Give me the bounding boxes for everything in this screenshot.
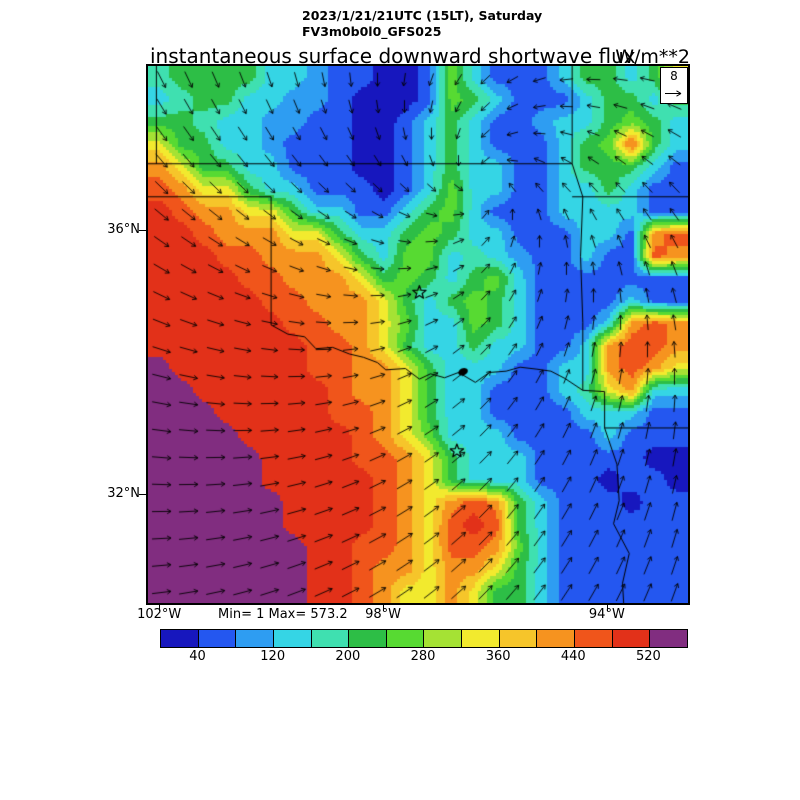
minmax-label: Min= 1 Max= 573.2 <box>218 607 348 622</box>
lon-tick <box>383 605 385 611</box>
colorbar-segment-6 <box>385 630 424 647</box>
colorbar-segment-3 <box>272 630 311 647</box>
weather-map-canvas <box>148 66 688 603</box>
wind-reference-arrow-icon <box>665 90 682 97</box>
colorbar-segment-8 <box>461 630 499 647</box>
colorbar-segment-0 <box>161 630 198 647</box>
wind-reference-value: 8 <box>670 69 678 83</box>
colorbar-tick-label: 440 <box>560 649 586 664</box>
colorbar-tick-label: 520 <box>636 649 661 664</box>
lon-tick-label: 98°W <box>365 607 401 622</box>
colorbar-segment-9 <box>498 630 537 647</box>
lat-tick <box>139 229 146 231</box>
colorbar-segment-11 <box>574 630 612 647</box>
lon-tick-label: 102°W <box>137 607 182 622</box>
colorbar-segment-10 <box>536 630 575 647</box>
colorbar-segment-7 <box>423 630 462 647</box>
colorbar-segment-4 <box>310 630 349 647</box>
lat-tick-label: 32°N <box>107 486 140 501</box>
map-frame <box>146 64 690 605</box>
lat-tick <box>139 494 146 495</box>
model-heading: FV3m0b0l0_GFS025 <box>302 24 442 39</box>
colorbar-tick-label: 200 <box>335 649 361 664</box>
colorbar <box>160 629 688 648</box>
lat-tick-label: 36°N <box>107 221 140 237</box>
colorbar-tick-label: 280 <box>410 649 436 664</box>
colorbar-tick-label: 40 <box>189 649 206 664</box>
colorbar-segment-1 <box>197 630 236 647</box>
colorbar-tick-label: 120 <box>260 649 286 664</box>
wind-reference-box: 8 <box>660 67 688 104</box>
lon-tick <box>159 605 161 611</box>
datetime-heading: 2023/1/21/21UTC (15LT), Saturday <box>302 8 543 23</box>
lon-tick-label: 94°W <box>588 607 625 622</box>
lon-tick <box>606 605 608 611</box>
colorbar-tick-label: 360 <box>485 649 511 664</box>
colorbar-segment-13 <box>649 630 687 647</box>
units-label: W/m**2 <box>615 46 690 68</box>
colorbar-segment-5 <box>348 630 386 647</box>
colorbar-segment-12 <box>611 630 650 647</box>
colorbar-segment-2 <box>235 630 273 647</box>
